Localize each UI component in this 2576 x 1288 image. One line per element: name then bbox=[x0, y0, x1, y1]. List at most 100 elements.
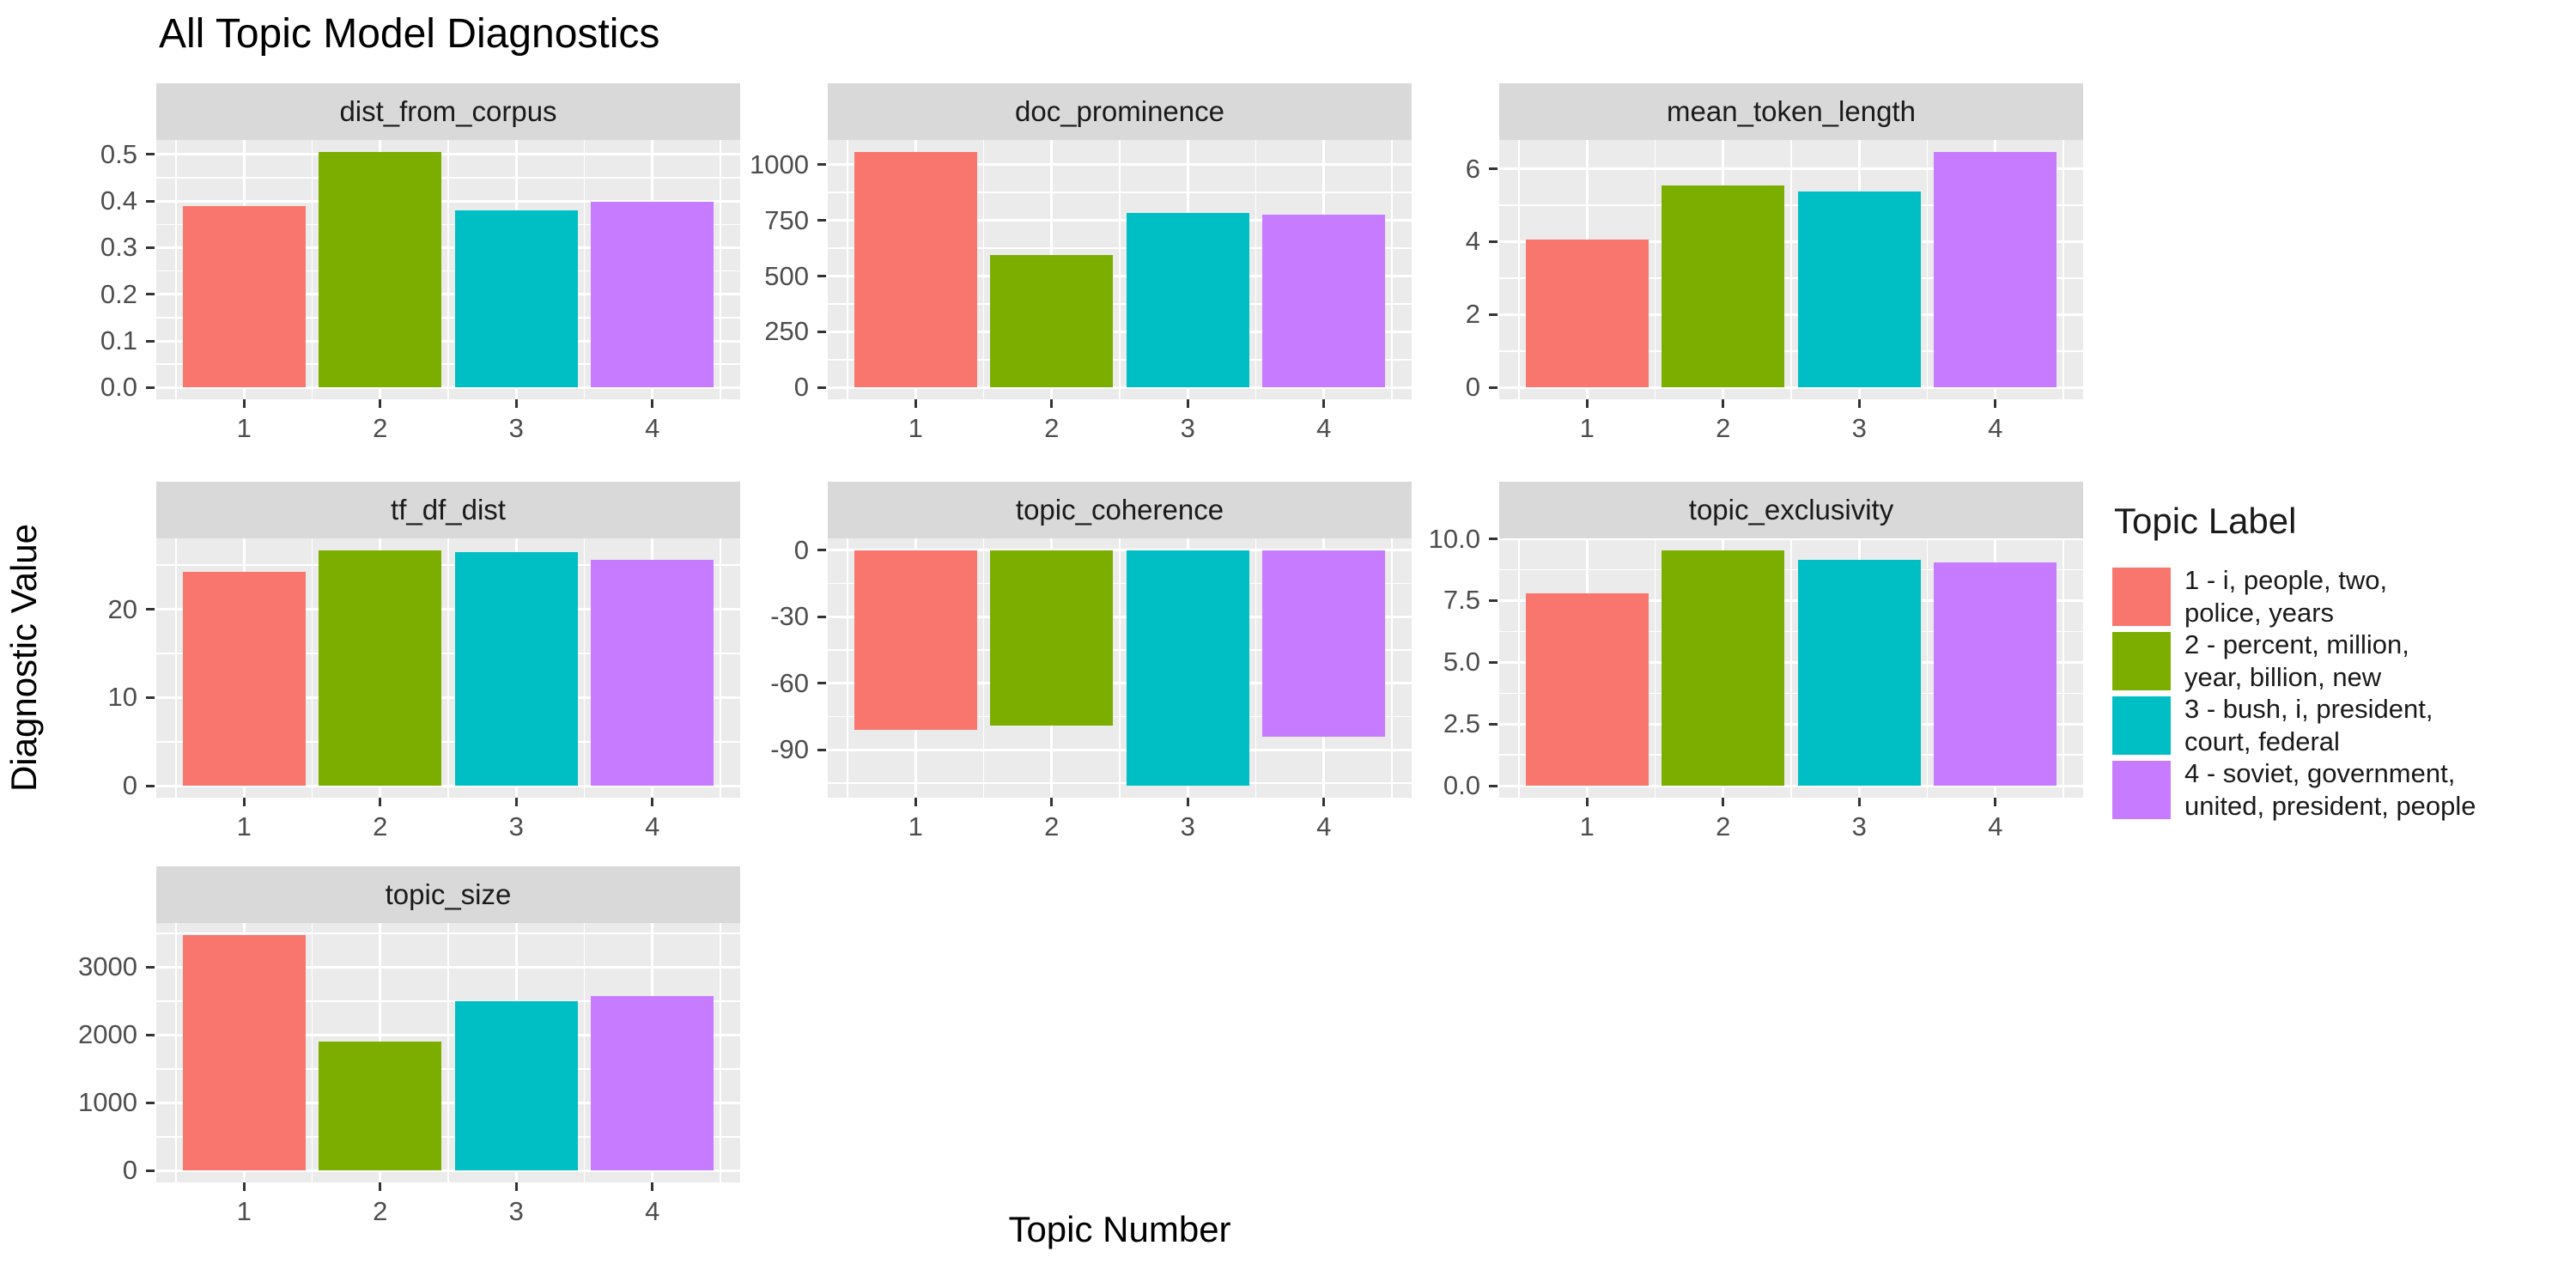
bar-topic-4 bbox=[591, 201, 714, 388]
x-tick-mark bbox=[1994, 798, 1997, 806]
y-tick-mark bbox=[817, 275, 826, 278]
x-tick-mark bbox=[1857, 798, 1861, 806]
x-tick-mark bbox=[651, 399, 654, 408]
gridline-minor bbox=[1654, 538, 1656, 798]
x-tick-label: 4 bbox=[645, 413, 660, 443]
facet-panel bbox=[156, 923, 740, 1182]
facet-mean_token_length: mean_token_length 0 2 4 6 1 2 3 4 bbox=[1388, 83, 2083, 454]
facet-panel bbox=[828, 140, 1412, 399]
y-tick-label: -90 bbox=[770, 734, 809, 765]
gridline-minor bbox=[583, 538, 586, 798]
y-tick-mark bbox=[1489, 784, 1498, 787]
y-tick-label: 250 bbox=[764, 316, 809, 347]
y-tick-mark bbox=[146, 784, 155, 787]
x-tick-mark bbox=[1322, 798, 1326, 806]
x-tick-mark bbox=[1186, 399, 1189, 408]
x-tick-label: 3 bbox=[1180, 811, 1195, 841]
gridline-minor bbox=[847, 538, 848, 798]
gridline-minor bbox=[982, 140, 985, 399]
x-tick-label: 3 bbox=[1180, 413, 1195, 443]
legend-label: 4 - soviet, government, united, presiden… bbox=[2184, 757, 2476, 821]
gridline-minor bbox=[1790, 538, 1792, 798]
x-tick-label: 2 bbox=[1044, 811, 1060, 841]
gridline-minor bbox=[1790, 140, 1792, 399]
bar-topic-3 bbox=[454, 551, 578, 787]
gridline-minor bbox=[720, 140, 721, 399]
gridline-minor bbox=[847, 140, 848, 399]
bar-topic-2 bbox=[1662, 185, 1785, 388]
x-tick-label: 4 bbox=[1988, 811, 2003, 841]
legend-swatch bbox=[2112, 567, 2171, 626]
plot-title: All Topic Model Diagnostics bbox=[159, 11, 660, 57]
y-tick-mark bbox=[146, 339, 155, 343]
bar-topic-1 bbox=[1525, 592, 1649, 787]
gridline-minor bbox=[1391, 140, 1393, 399]
y-tick-mark bbox=[146, 246, 155, 249]
y-tick-mark bbox=[817, 219, 826, 222]
facet-strip: topic_coherence bbox=[828, 482, 1412, 538]
x-tick-label: 4 bbox=[645, 811, 660, 841]
x-tick-mark bbox=[379, 1182, 382, 1191]
gridline-minor bbox=[1654, 140, 1656, 399]
bar-topic-4 bbox=[591, 560, 714, 787]
x-tick-label: 2 bbox=[373, 811, 388, 841]
x-tick-label: 1 bbox=[908, 413, 923, 443]
x-tick-mark bbox=[242, 399, 246, 408]
y-tick-label: 0.0 bbox=[1443, 770, 1480, 801]
facet-title: topic_exclusivity bbox=[1688, 494, 1894, 526]
legend-item-2: 2 - percent, million, year, billion, new bbox=[2112, 629, 2576, 693]
gridline-minor bbox=[175, 140, 177, 399]
legend-item-3: 3 - bush, i, president, court, federal bbox=[2112, 693, 2576, 757]
gridline-minor bbox=[311, 923, 313, 1182]
y-tick-label: 10 bbox=[107, 682, 137, 713]
x-tick-label: 3 bbox=[1851, 811, 1867, 841]
x-tick-label: 1 bbox=[1579, 811, 1595, 841]
y-tick-label: 5.0 bbox=[1443, 647, 1480, 677]
gridline-minor bbox=[311, 140, 313, 399]
y-tick-label: 1000 bbox=[750, 149, 809, 179]
x-tick-mark bbox=[651, 798, 654, 806]
facet-topic_exclusivity: topic_exclusivity 0.0 2.5 5.0 7.5 10.0 1 2 3 4 bbox=[1388, 482, 2083, 853]
gridline-minor bbox=[311, 538, 313, 798]
bar-topic-1 bbox=[182, 572, 306, 787]
bar-topic-4 bbox=[1262, 550, 1386, 737]
y-tick-mark bbox=[1489, 538, 1498, 541]
x-axis-title: Topic Number bbox=[1008, 1209, 1231, 1249]
x-tick-label: 1 bbox=[236, 413, 252, 443]
x-tick-label: 1 bbox=[236, 811, 252, 841]
gridline-minor bbox=[175, 538, 177, 798]
bar-topic-2 bbox=[319, 1042, 442, 1171]
y-tick-label: 4 bbox=[1465, 226, 1480, 257]
gridline-minor bbox=[1255, 538, 1257, 798]
gridline-minor bbox=[720, 923, 721, 1182]
facet-panel bbox=[1499, 538, 2083, 798]
facet-panel bbox=[1499, 140, 2083, 399]
x-tick-mark bbox=[514, 399, 518, 408]
y-tick-label: 0.5 bbox=[100, 138, 137, 169]
bar-topic-1 bbox=[854, 550, 977, 730]
bar-topic-3 bbox=[1126, 212, 1249, 388]
x-tick-mark bbox=[379, 399, 382, 408]
x-tick-label: 4 bbox=[645, 1196, 660, 1226]
facet-dist_from_corpus: dist_from_corpus 0.0 0.1 0.2 0.3 0.4 0.5 1 2 3 4 bbox=[45, 83, 740, 454]
bar-topic-2 bbox=[990, 550, 1114, 726]
y-tick-mark bbox=[146, 153, 155, 156]
legend-item-1: 1 - i, people, two, police, years bbox=[2112, 564, 2576, 629]
gridline-minor bbox=[583, 923, 586, 1182]
bar-topic-2 bbox=[319, 550, 442, 787]
y-tick-mark bbox=[146, 386, 155, 389]
bar-topic-4 bbox=[1934, 151, 2057, 388]
x-tick-mark bbox=[242, 1182, 246, 1191]
x-tick-label: 1 bbox=[1579, 413, 1595, 443]
x-tick-mark bbox=[914, 798, 917, 806]
gridline-minor bbox=[1926, 140, 1929, 399]
x-tick-mark bbox=[242, 798, 246, 806]
y-tick-label: 0.4 bbox=[100, 185, 137, 216]
x-tick-label: 2 bbox=[1044, 413, 1060, 443]
facet-doc_prominence: doc_prominence 0 250 500 750 1000 1 2 3 4 bbox=[716, 83, 1412, 454]
x-tick-label: 2 bbox=[373, 1196, 388, 1226]
legend-item-4: 4 - soviet, government, united, presiden… bbox=[2112, 757, 2576, 822]
bar-topic-3 bbox=[454, 1000, 578, 1171]
x-tick-label: 3 bbox=[508, 1196, 524, 1226]
x-tick-label: 3 bbox=[508, 413, 524, 443]
